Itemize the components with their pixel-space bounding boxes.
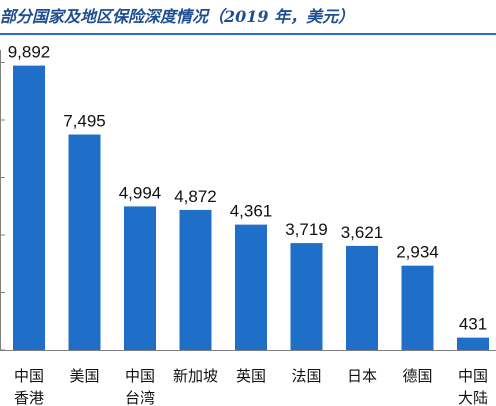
bar-value-label: 431 [459,315,487,334]
bar [124,206,156,350]
category-label: 中国 [14,367,44,385]
category-label: 日本 [347,367,377,385]
bar [401,265,434,350]
category-label: 英国 [236,367,266,385]
bar [179,209,212,350]
chart-title: 部分国家及地区保险深度情况（2019 年，美元） [0,7,355,26]
title-underline [0,33,496,35]
bar [13,65,45,350]
category-label: 大陆 [458,389,488,406]
category-label: 台湾 [125,389,155,406]
category-label: 香港 [14,389,44,406]
bar-value-label: 4,872 [174,187,217,206]
bar [68,134,101,350]
bar [457,337,489,350]
category-label: 德国 [402,367,432,385]
category-label: 新加坡 [173,367,218,385]
bar-value-label: 3,621 [341,223,384,242]
bar-value-label: 4,361 [230,202,273,221]
category-label: 中国 [125,367,155,385]
bar [235,224,267,350]
bar [346,245,378,350]
bar-value-label: 4,994 [119,183,162,202]
bar-value-label: 9,892 [8,43,51,62]
bar-value-label: 7,495 [63,112,106,131]
category-label: 法国 [291,367,321,385]
bar-value-label: 3,719 [285,220,328,239]
bar-value-label: 2,934 [396,243,439,262]
category-label: 中国 [458,367,488,385]
bar [290,243,323,350]
category-label: 美国 [69,367,99,385]
